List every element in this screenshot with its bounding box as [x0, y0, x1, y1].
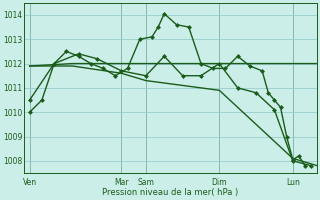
X-axis label: Pression niveau de la mer( hPa ): Pression niveau de la mer( hPa ) — [102, 188, 238, 197]
